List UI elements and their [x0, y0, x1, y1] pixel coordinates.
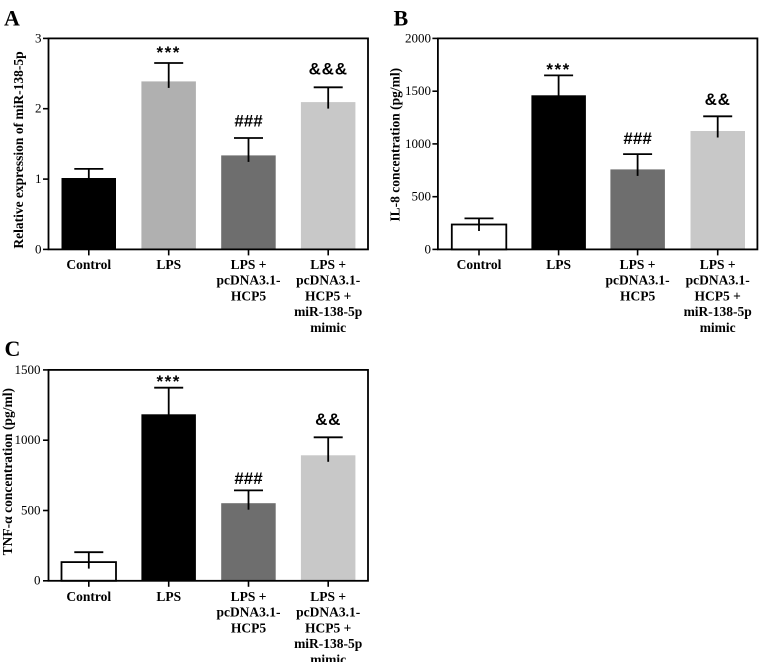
- svg-text:500: 500: [412, 189, 432, 204]
- svg-text:pcDNA3.1-: pcDNA3.1-: [606, 273, 670, 288]
- svg-text:***: ***: [546, 60, 570, 79]
- svg-text:HCP5 +: HCP5 +: [305, 288, 351, 303]
- svg-text:miR-138-5p: miR-138-5p: [294, 636, 362, 651]
- svg-text:HCP5 +: HCP5 +: [305, 620, 351, 635]
- svg-text:500: 500: [21, 502, 41, 517]
- svg-text:C: C: [5, 336, 21, 361]
- svg-text:HCP5: HCP5: [231, 288, 266, 303]
- svg-text:###: ###: [623, 129, 652, 148]
- svg-text:1000: 1000: [405, 136, 431, 151]
- svg-text:IL-8 concentration (pg/ml): IL-8 concentration (pg/ml): [388, 68, 403, 222]
- svg-text:&&: &&: [705, 90, 731, 109]
- svg-text:mimic: mimic: [700, 320, 736, 335]
- svg-text:###: ###: [234, 469, 263, 488]
- svg-text:pcDNA3.1-: pcDNA3.1-: [296, 605, 360, 620]
- svg-text:A: A: [4, 5, 20, 30]
- svg-text:pcDNA3.1-: pcDNA3.1-: [216, 605, 280, 620]
- svg-text:pcDNA3.1-: pcDNA3.1-: [296, 273, 360, 288]
- svg-text:LPS +: LPS +: [700, 257, 736, 272]
- svg-text:B: B: [394, 5, 409, 30]
- svg-text:1500: 1500: [405, 83, 431, 98]
- svg-text:HCP5: HCP5: [620, 288, 655, 303]
- svg-text:***: ***: [157, 43, 181, 62]
- svg-text:&&&: &&&: [309, 60, 348, 79]
- svg-text:1000: 1000: [15, 432, 41, 447]
- svg-text:pcDNA3.1-: pcDNA3.1-: [686, 273, 750, 288]
- svg-text:pcDNA3.1-: pcDNA3.1-: [216, 273, 280, 288]
- svg-text:HCP5: HCP5: [231, 620, 266, 635]
- svg-text:LPS: LPS: [156, 589, 181, 604]
- svg-text:Relative expression of miR-138: Relative expression of miR-138-5p: [11, 51, 26, 248]
- svg-text:miR-138-5p: miR-138-5p: [684, 304, 752, 319]
- svg-text:LPS +: LPS +: [231, 589, 267, 604]
- svg-text:###: ###: [234, 112, 263, 131]
- svg-text:LPS +: LPS +: [310, 257, 346, 272]
- svg-text:LPS: LPS: [156, 257, 181, 272]
- svg-text:0: 0: [35, 241, 42, 256]
- svg-text:Control: Control: [457, 257, 502, 272]
- svg-text:2: 2: [35, 101, 42, 116]
- svg-text:3: 3: [35, 30, 42, 45]
- svg-text:2000: 2000: [405, 30, 431, 45]
- svg-text:Control: Control: [66, 589, 111, 604]
- svg-text:TNF-α concentration (pg/ml): TNF-α concentration (pg/ml): [0, 388, 15, 555]
- svg-text:miR-138-5p: miR-138-5p: [294, 304, 362, 319]
- svg-text:&&: &&: [315, 410, 341, 429]
- svg-text:***: ***: [157, 372, 181, 391]
- svg-text:0: 0: [34, 573, 41, 588]
- svg-text:0: 0: [425, 241, 432, 256]
- svg-text:1: 1: [35, 171, 42, 186]
- svg-text:Control: Control: [66, 257, 111, 272]
- svg-text:mimic: mimic: [310, 320, 346, 335]
- svg-text:LPS +: LPS +: [620, 257, 656, 272]
- svg-text:LPS +: LPS +: [310, 589, 346, 604]
- svg-text:HCP5 +: HCP5 +: [695, 288, 741, 303]
- svg-text:1500: 1500: [15, 362, 41, 377]
- svg-text:LPS: LPS: [546, 257, 571, 272]
- svg-text:mimic: mimic: [310, 652, 346, 662]
- svg-text:LPS +: LPS +: [231, 257, 267, 272]
